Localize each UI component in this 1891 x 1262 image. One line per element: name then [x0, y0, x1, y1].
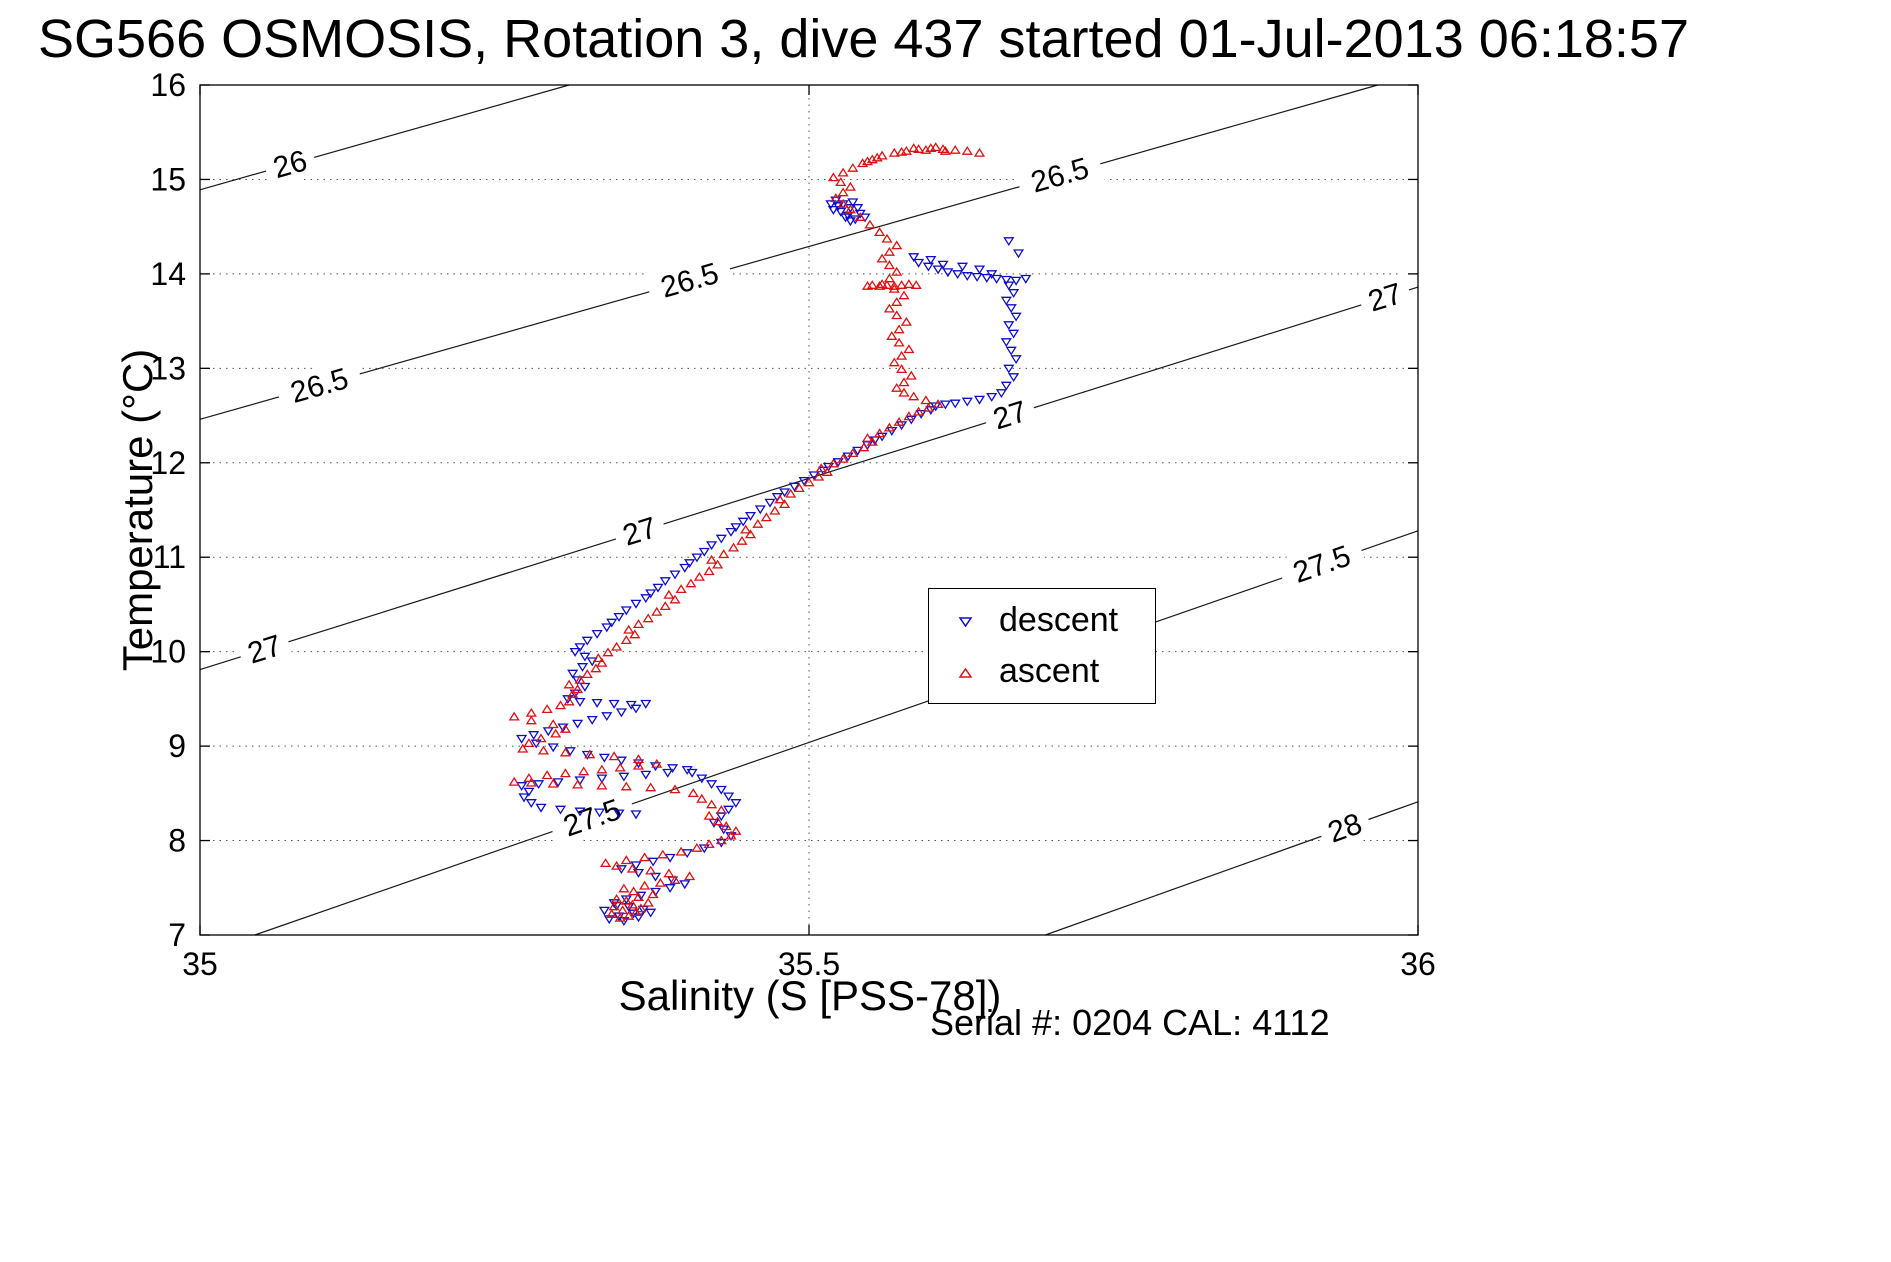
- y-tick-label: 15: [150, 161, 186, 197]
- x-axis-label: Salinity (S [PSS-78]): [618, 972, 1002, 1019]
- svg-text:26.5: 26.5: [1027, 152, 1092, 200]
- x-tick-label: 36: [1400, 946, 1436, 982]
- contour-label: 27.5: [1276, 533, 1368, 596]
- contour-label: 26.5: [274, 356, 365, 415]
- contour-line: [199, 84, 570, 191]
- legend-label-descent: descent: [999, 601, 1119, 639]
- serial-cal-note: Serial #: 0204 CAL: 4112: [930, 1002, 1330, 1043]
- svg-text:26.5: 26.5: [657, 257, 722, 305]
- y-tick-label: 7: [168, 917, 186, 953]
- legend: descent ascent: [928, 588, 1156, 704]
- svg-text:26.5: 26.5: [287, 362, 352, 410]
- figure-title: SG566 OSMOSIS, Rotation 3, dive 437 star…: [38, 9, 1689, 69]
- y-tick-label: 12: [150, 445, 186, 481]
- contour-label: 26.5: [1014, 146, 1106, 204]
- y-tick-label: 10: [150, 634, 186, 670]
- y-tick-label: 14: [150, 256, 186, 292]
- y-tick-label: 16: [150, 67, 186, 103]
- legend-item-ascent: ascent: [929, 652, 1155, 691]
- legend-label-ascent: ascent: [999, 652, 1100, 690]
- y-tick-label: 9: [168, 728, 186, 764]
- x-tick-label: 35.5: [778, 946, 840, 982]
- y-tick-label: 8: [168, 823, 186, 859]
- x-tick-label: 35: [182, 946, 218, 982]
- y-tick-label: 11: [153, 539, 186, 575]
- contour-label: 28: [1315, 802, 1375, 854]
- contour-label: 27: [980, 390, 1040, 440]
- contour-label: 27: [610, 506, 669, 557]
- axes-box: [199, 84, 1419, 936]
- contour-line: [254, 530, 1419, 936]
- contour-label: 27: [1355, 272, 1415, 323]
- y-tick-label: 13: [150, 350, 186, 386]
- contour-label: 27.5: [546, 786, 638, 849]
- ascent-marker-icon: [958, 667, 973, 678]
- contour-label: 26.5: [644, 251, 735, 310]
- series-ascent: [508, 142, 986, 922]
- grid: [200, 85, 1418, 935]
- contour-label: 26: [261, 140, 320, 189]
- contour-line: [199, 84, 1378, 420]
- tick-labels: 35 35.5 36 7 8 9 10 11 12 13 14 15 16: [150, 67, 1435, 982]
- descent-marker-icon: [958, 616, 973, 627]
- legend-item-descent: descent: [929, 601, 1155, 640]
- contour-label: 27: [235, 624, 294, 674]
